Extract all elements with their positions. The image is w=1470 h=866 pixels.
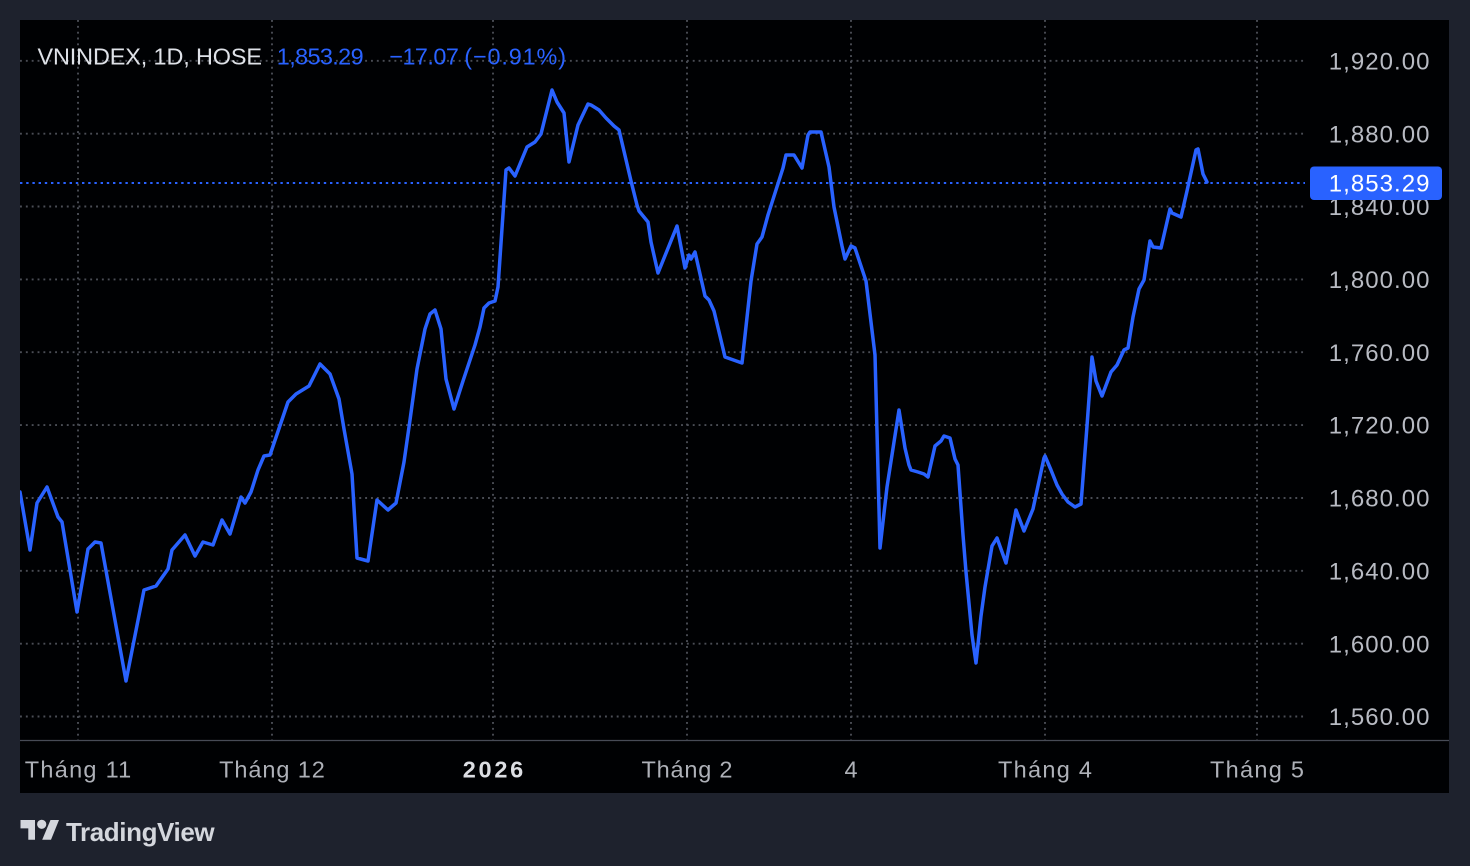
svg-text:1,880.00: 1,880.00 xyxy=(1329,121,1430,148)
svg-text:1,853.29: 1,853.29 xyxy=(277,44,364,70)
svg-text:1,600.00: 1,600.00 xyxy=(1329,631,1430,658)
svg-text:Tháng 4: Tháng 4 xyxy=(998,756,1092,782)
svg-text:VNINDEX, 1D, HOSE: VNINDEX, 1D, HOSE xyxy=(38,44,263,70)
svg-text:TradingView: TradingView xyxy=(66,817,215,847)
svg-text:Tháng 5: Tháng 5 xyxy=(1210,756,1304,782)
svg-text:1,640.00: 1,640.00 xyxy=(1329,558,1430,585)
svg-text:1,560.00: 1,560.00 xyxy=(1329,704,1430,731)
svg-text:Tháng 2: Tháng 2 xyxy=(642,756,733,782)
svg-text:1,760.00: 1,760.00 xyxy=(1329,340,1430,367)
svg-text:1,920.00: 1,920.00 xyxy=(1329,48,1430,75)
svg-text:1,720.00: 1,720.00 xyxy=(1329,413,1430,440)
svg-text:4: 4 xyxy=(844,756,857,782)
svg-text:Tháng 12: Tháng 12 xyxy=(219,756,325,782)
svg-text:1,800.00: 1,800.00 xyxy=(1329,267,1430,294)
svg-text:1,853.29: 1,853.29 xyxy=(1329,171,1430,198)
svg-text:(−0.91%): (−0.91%) xyxy=(464,44,566,70)
svg-text:1,680.00: 1,680.00 xyxy=(1329,486,1430,513)
svg-text:Tháng 11: Tháng 11 xyxy=(25,756,132,782)
svg-text:−17.07: −17.07 xyxy=(389,44,459,70)
